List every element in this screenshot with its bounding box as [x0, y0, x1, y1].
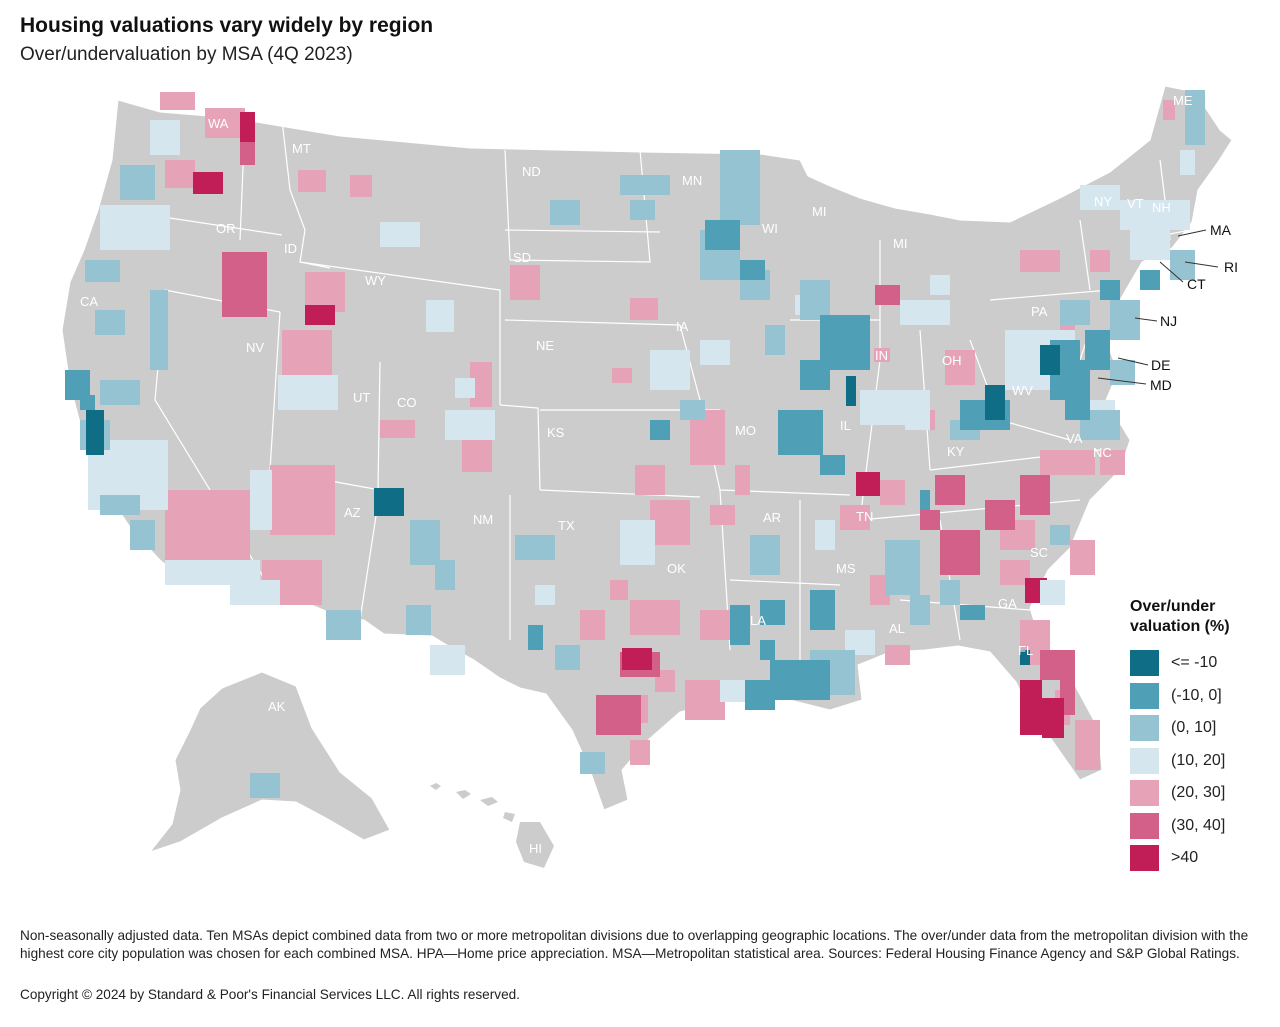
- state-label: AZ: [344, 505, 361, 520]
- footnote: Non-seasonally adjusted data. Ten MSAs d…: [20, 928, 1249, 961]
- legend-swatch: [1130, 747, 1159, 774]
- chart-subtitle: Over/undervaluation by MSA (4Q 2023): [20, 44, 353, 65]
- state-label: MO: [735, 423, 756, 438]
- state-label: VT: [1127, 196, 1144, 211]
- callout-label-md: MD: [1150, 377, 1172, 393]
- state-label: OK: [667, 561, 686, 576]
- state-label: SD: [513, 250, 531, 265]
- state-label: IL: [840, 418, 851, 433]
- state-label: HI: [529, 841, 542, 856]
- legend-item: (20, 30]: [1130, 777, 1270, 810]
- legend-item: (-10, 0]: [1130, 680, 1270, 713]
- legend: Over/under valuation (%) <= -10 (-10, 0]…: [1130, 597, 1270, 875]
- legend-swatch: [1130, 715, 1159, 742]
- chart-title: Housing valuations vary widely by region: [20, 14, 434, 37]
- state-label: OH: [942, 353, 962, 368]
- legend-label: (20, 30]: [1171, 784, 1226, 802]
- state-label: NV: [246, 340, 264, 355]
- state-label: FL: [1018, 643, 1033, 658]
- msa-regions-20-30: [115, 92, 1175, 770]
- callout-label-ma: MA: [1210, 222, 1232, 238]
- state-label: MI: [893, 236, 907, 251]
- state-label: WV: [1012, 383, 1033, 398]
- state-label: MS: [836, 561, 856, 576]
- legend-swatch: [1130, 780, 1159, 807]
- callout-label-ri: RI: [1224, 259, 1238, 275]
- state-label: NC: [1093, 445, 1112, 460]
- state-label: AK: [268, 699, 286, 714]
- alaska-shape: [148, 671, 391, 854]
- state-label: TX: [558, 518, 575, 533]
- state-label: SC: [1030, 545, 1048, 560]
- state-label: TN: [856, 509, 873, 524]
- state-label: WI: [762, 221, 778, 236]
- state-label: GA: [998, 596, 1017, 611]
- legend-label: (-10, 0]: [1171, 686, 1222, 704]
- us-msa-map: WA MT ND MN ME OR ID SD WI MI MI NY VT N…: [61, 85, 1238, 868]
- state-label: VA: [1066, 431, 1083, 446]
- state-label: UT: [353, 390, 370, 405]
- callout-labels: MA RI CT NJ DE MD: [1150, 222, 1238, 393]
- legend-swatch: [1130, 650, 1159, 677]
- legend-swatch: [1130, 812, 1159, 839]
- legend-label: (30, 40]: [1171, 816, 1226, 834]
- msa-regions-le-neg10: [86, 345, 1060, 665]
- state-label: MI: [812, 204, 826, 219]
- state-label: CO: [397, 395, 417, 410]
- state-label: NM: [473, 512, 493, 527]
- legend-label: (10, 20]: [1171, 751, 1226, 769]
- state-label: KS: [547, 425, 565, 440]
- state-label: ID: [284, 241, 297, 256]
- callout-label-nj: NJ: [1160, 313, 1177, 329]
- state-label: CA: [80, 294, 98, 309]
- state-label: KY: [947, 444, 965, 459]
- state-label: MT: [292, 141, 311, 156]
- state-label: PA: [1031, 304, 1048, 319]
- callout-label-ct: CT: [1187, 276, 1206, 292]
- legend-items: <= -10 (-10, 0] (0, 10] (10, 20] (20, 30…: [1130, 647, 1270, 875]
- legend-item: (10, 20]: [1130, 745, 1270, 778]
- legend-title: Over/under valuation (%): [1130, 598, 1230, 635]
- legend-item: (30, 40]: [1130, 810, 1270, 843]
- state-label: IA: [676, 319, 689, 334]
- hawaii-shape: [430, 783, 554, 868]
- msa-regions-neg10-0: [65, 220, 1160, 710]
- state-label: ND: [522, 164, 541, 179]
- legend-item: >40: [1130, 842, 1270, 875]
- state-label: AR: [763, 510, 781, 525]
- legend-label: <= -10: [1171, 654, 1218, 672]
- state-label: WY: [365, 273, 386, 288]
- msa-regions-over-40: [193, 112, 1064, 738]
- state-label: ME: [1173, 93, 1193, 108]
- state-labels: WA MT ND MN ME OR ID SD WI MI MI NY VT N…: [80, 93, 1193, 856]
- legend-item: (0, 10]: [1130, 712, 1270, 745]
- state-label: OR: [216, 221, 236, 236]
- state-label: NE: [536, 338, 554, 353]
- state-label: AL: [889, 621, 905, 636]
- callout-label-de: DE: [1151, 357, 1170, 373]
- legend-swatch: [1130, 682, 1159, 709]
- state-label: MN: [682, 173, 702, 188]
- state-label: IN: [875, 348, 888, 363]
- copyright: Copyright © 2024 by Standard & Poor's Fi…: [20, 987, 520, 1002]
- state-label: NY: [1094, 194, 1112, 209]
- legend-swatch: [1130, 845, 1159, 872]
- legend-item: <= -10: [1130, 647, 1270, 680]
- state-label: WA: [208, 116, 229, 131]
- state-label: LA: [750, 613, 766, 628]
- legend-label: >40: [1171, 849, 1199, 867]
- state-label: NH: [1152, 200, 1171, 215]
- legend-label: (0, 10]: [1171, 719, 1217, 737]
- callouts: [1097, 229, 1219, 385]
